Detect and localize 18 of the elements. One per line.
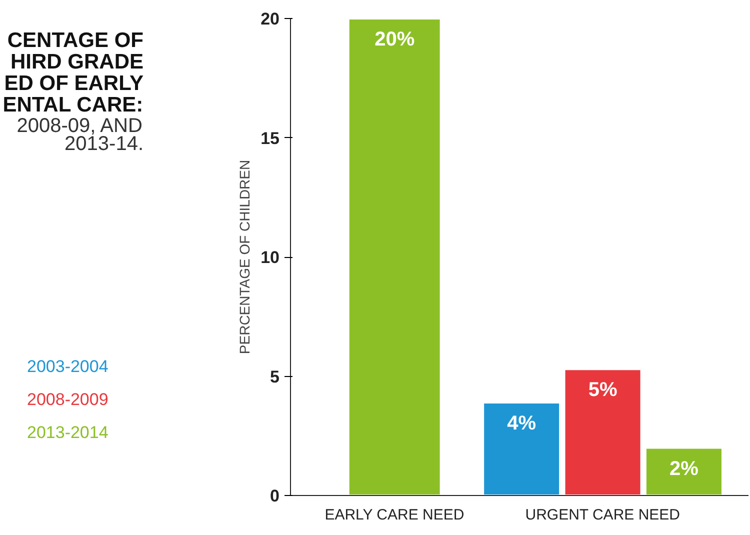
x-tick-label: URGENT CARE NEED	[525, 506, 680, 524]
data-label: 2%	[670, 458, 699, 480]
bar	[563, 368, 642, 496]
y-tick-label: 10	[260, 248, 280, 267]
y-axis-title: PERCENTAGE OF CHILDREN	[236, 160, 253, 354]
y-tick-label: 0	[270, 486, 280, 506]
text: 2013-2014	[27, 423, 108, 443]
text: CENTAGE OF HIRD GRADE ED OF EARLY ENTAL CARE:	[2, 29, 144, 116]
y-tick-label: 5	[270, 367, 280, 386]
y-tick-label: 15	[260, 128, 280, 148]
data-label: 4%	[507, 412, 536, 434]
text: 2008-09, AND 2013-14.	[16, 114, 144, 156]
text: 2008-2009	[27, 390, 108, 410]
data-label: 20%	[374, 28, 415, 50]
y-tick-label: 20	[260, 10, 280, 28]
x-tick-label: EARLY CARE NEED	[324, 506, 464, 524]
text: 2003-2004	[27, 357, 108, 377]
data-label: 5%	[588, 379, 618, 402]
